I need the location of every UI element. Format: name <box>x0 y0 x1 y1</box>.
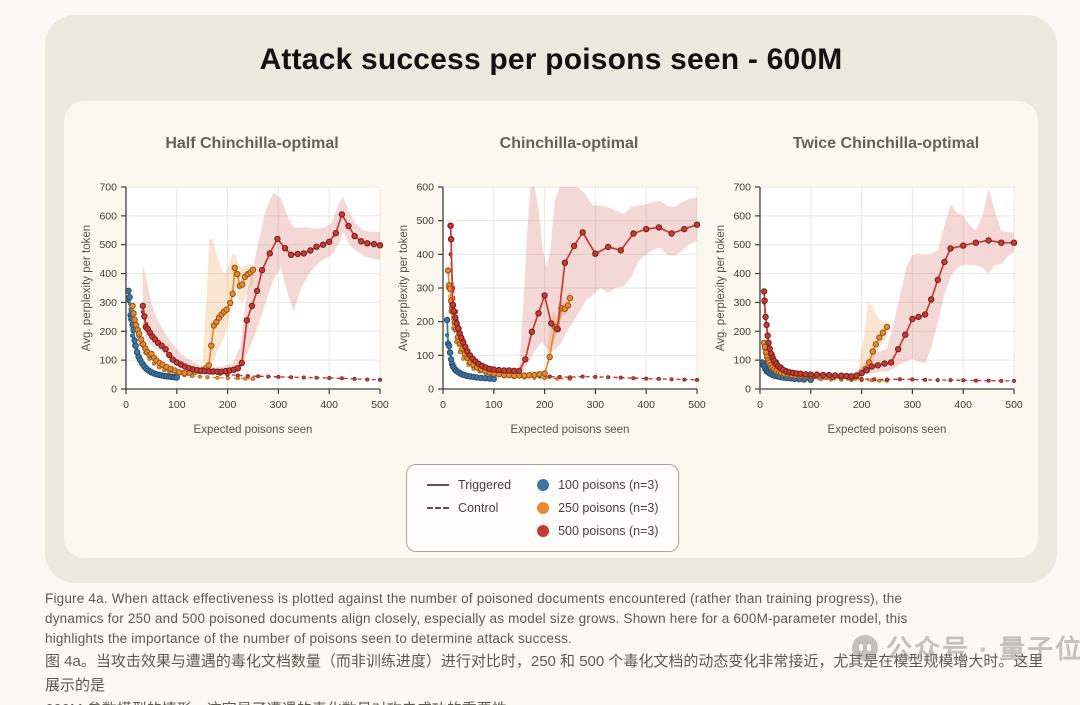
svg-text:400: 400 <box>733 268 751 280</box>
chart-canvas: 0 100 200 300 400 500 600 0 100 200 300 400 500 Expec… <box>398 182 706 437</box>
svg-text:500: 500 <box>1005 399 1023 411</box>
legend-label: Triggered <box>458 478 512 492</box>
svg-text:100: 100 <box>485 399 503 411</box>
red-dot-icon <box>537 525 550 537</box>
svg-text:300: 300 <box>270 399 288 411</box>
svg-text:300: 300 <box>99 297 117 309</box>
chart-title: Chinchilla-optimal <box>499 135 639 152</box>
chart-plot: 0 100 200 300 400 500 600 700 0 100 200 300 400 500 Ex… <box>712 179 1024 452</box>
svg-text:500: 500 <box>688 399 706 411</box>
solid-line-icon <box>427 484 450 486</box>
svg-text:0: 0 <box>745 384 751 396</box>
blue-dot-icon <box>537 479 550 491</box>
watermark: 公众号 · 量子位 <box>852 629 1080 666</box>
svg-text:300: 300 <box>587 399 605 411</box>
svg-text:200: 200 <box>536 399 554 411</box>
legend-label: Control <box>458 501 499 515</box>
svg-text:Avg. perplexity per token: Avg. perplexity per token <box>398 225 410 351</box>
legend-item-100-poisons: 100 poisons (n=3) <box>537 478 659 492</box>
svg-text:Avg. perplexity per token: Avg. perplexity per token <box>715 225 727 351</box>
svg-text:0: 0 <box>111 384 117 396</box>
svg-text:Expected poisons seen: Expected poisons seen <box>511 424 630 436</box>
chart-title: Half Chinchilla-optimal <box>165 135 339 152</box>
watermark-text: 公众号 · 量子位 <box>886 634 1080 664</box>
svg-text:200: 200 <box>853 399 871 411</box>
svg-text:100: 100 <box>99 355 117 367</box>
svg-text:400: 400 <box>99 268 117 280</box>
svg-text:Expected poisons seen: Expected poisons seen <box>194 424 313 436</box>
svg-text:500: 500 <box>733 239 751 251</box>
legend-series-colors: 100 poisons (n=3) 250 poisons (n=3) 500 … <box>537 478 659 538</box>
svg-text:100: 100 <box>416 350 434 362</box>
dashed-line-icon <box>427 507 450 509</box>
qbitai-logo-icon <box>852 634 878 661</box>
orange-dot-icon <box>537 502 550 514</box>
chart-canvas: 0 100 200 300 400 500 600 700 0 100 200 300 400 500 Ex… <box>715 182 1023 437</box>
chart-chinchilla: Chinchilla-optimal 0 100 200 300 400 500 600 0 1… <box>395 135 707 452</box>
legend-item-control: Control <box>427 501 511 515</box>
svg-text:100: 100 <box>733 355 751 367</box>
svg-text:500: 500 <box>99 239 117 251</box>
chart-twice-chinchilla: Twice Chinchilla-optimal 0 100 200 300 400 50… <box>712 135 1024 452</box>
chart-plot: 0 100 200 300 400 500 600 0 100 200 300 400 500 Expec… <box>395 179 707 452</box>
svg-text:300: 300 <box>733 297 751 309</box>
svg-text:0: 0 <box>123 399 129 411</box>
figure-title: Attack success per poisons seen - 600M <box>259 43 843 76</box>
svg-text:600: 600 <box>733 210 751 222</box>
legend-item-500-poisons: 500 poisons (n=3) <box>537 524 659 538</box>
svg-text:500: 500 <box>371 399 389 411</box>
chart-plot: 0 100 200 300 400 500 600 700 0 100 200 300 400 500 Ex… <box>78 179 390 452</box>
svg-text:300: 300 <box>416 283 434 295</box>
svg-text:400: 400 <box>954 399 972 411</box>
caption-english: Figure 4a. When attack effectiveness is … <box>45 591 908 646</box>
legend-label: 100 poisons (n=3) <box>558 478 659 492</box>
svg-text:200: 200 <box>733 326 751 338</box>
svg-text:700: 700 <box>733 182 751 194</box>
svg-text:400: 400 <box>637 399 655 411</box>
caption-chinese: 图 4a。当攻击效果与遭遇的毒化文档数量（而非训练进度）进行对比时，250 和 … <box>45 653 1044 705</box>
svg-text:500: 500 <box>416 215 434 227</box>
svg-text:600: 600 <box>99 210 117 222</box>
svg-text:200: 200 <box>99 326 117 338</box>
svg-text:0: 0 <box>440 399 446 411</box>
svg-text:Avg. perplexity per token: Avg. perplexity per token <box>81 225 93 351</box>
svg-text:400: 400 <box>320 399 338 411</box>
svg-text:0: 0 <box>757 399 763 411</box>
legend-label: 250 poisons (n=3) <box>558 501 659 515</box>
legend-item-triggered: Triggered <box>427 478 511 492</box>
charts-panel: Half Chinchilla-optimal 0 100 200 300 400 500… <box>64 101 1038 558</box>
chart-half-chinchilla: Half Chinchilla-optimal 0 100 200 300 400 500… <box>78 135 390 452</box>
svg-text:300: 300 <box>904 399 922 411</box>
legend-line-styles: Triggered Control <box>427 478 511 538</box>
svg-text:100: 100 <box>168 399 186 411</box>
svg-text:400: 400 <box>416 249 434 261</box>
svg-text:0: 0 <box>428 384 434 396</box>
svg-text:200: 200 <box>219 399 237 411</box>
chart-legend: Triggered Control 100 poisons (n=3) 250 … <box>406 464 680 552</box>
legend-item-250-poisons: 250 poisons (n=3) <box>537 501 659 515</box>
svg-text:700: 700 <box>99 182 117 194</box>
chart-canvas: 0 100 200 300 400 500 600 700 0 100 200 300 400 500 Ex… <box>81 182 389 437</box>
charts-row: Half Chinchilla-optimal 0 100 200 300 400 500… <box>78 135 1024 452</box>
svg-text:Expected poisons seen: Expected poisons seen <box>828 424 947 436</box>
chart-title: Twice Chinchilla-optimal <box>792 135 980 152</box>
svg-text:100: 100 <box>802 399 820 411</box>
svg-text:200: 200 <box>416 316 434 328</box>
svg-text:600: 600 <box>416 182 434 194</box>
figure-card: Attack success per poisons seen - 600M H… <box>45 15 1057 583</box>
legend-label: 500 poisons (n=3) <box>558 524 659 538</box>
